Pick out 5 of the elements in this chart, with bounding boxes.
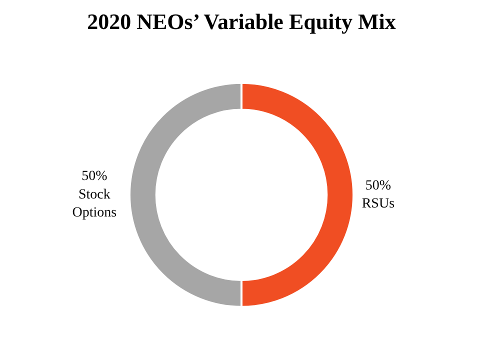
slice-label: RSUs [362,196,395,212]
data-label: 50% [365,178,392,194]
data-label: 50% [82,169,108,184]
chart-title: 2020 NEOs’ Variable Equity Mix [87,9,396,34]
slice-label: Stock Options [72,187,117,221]
